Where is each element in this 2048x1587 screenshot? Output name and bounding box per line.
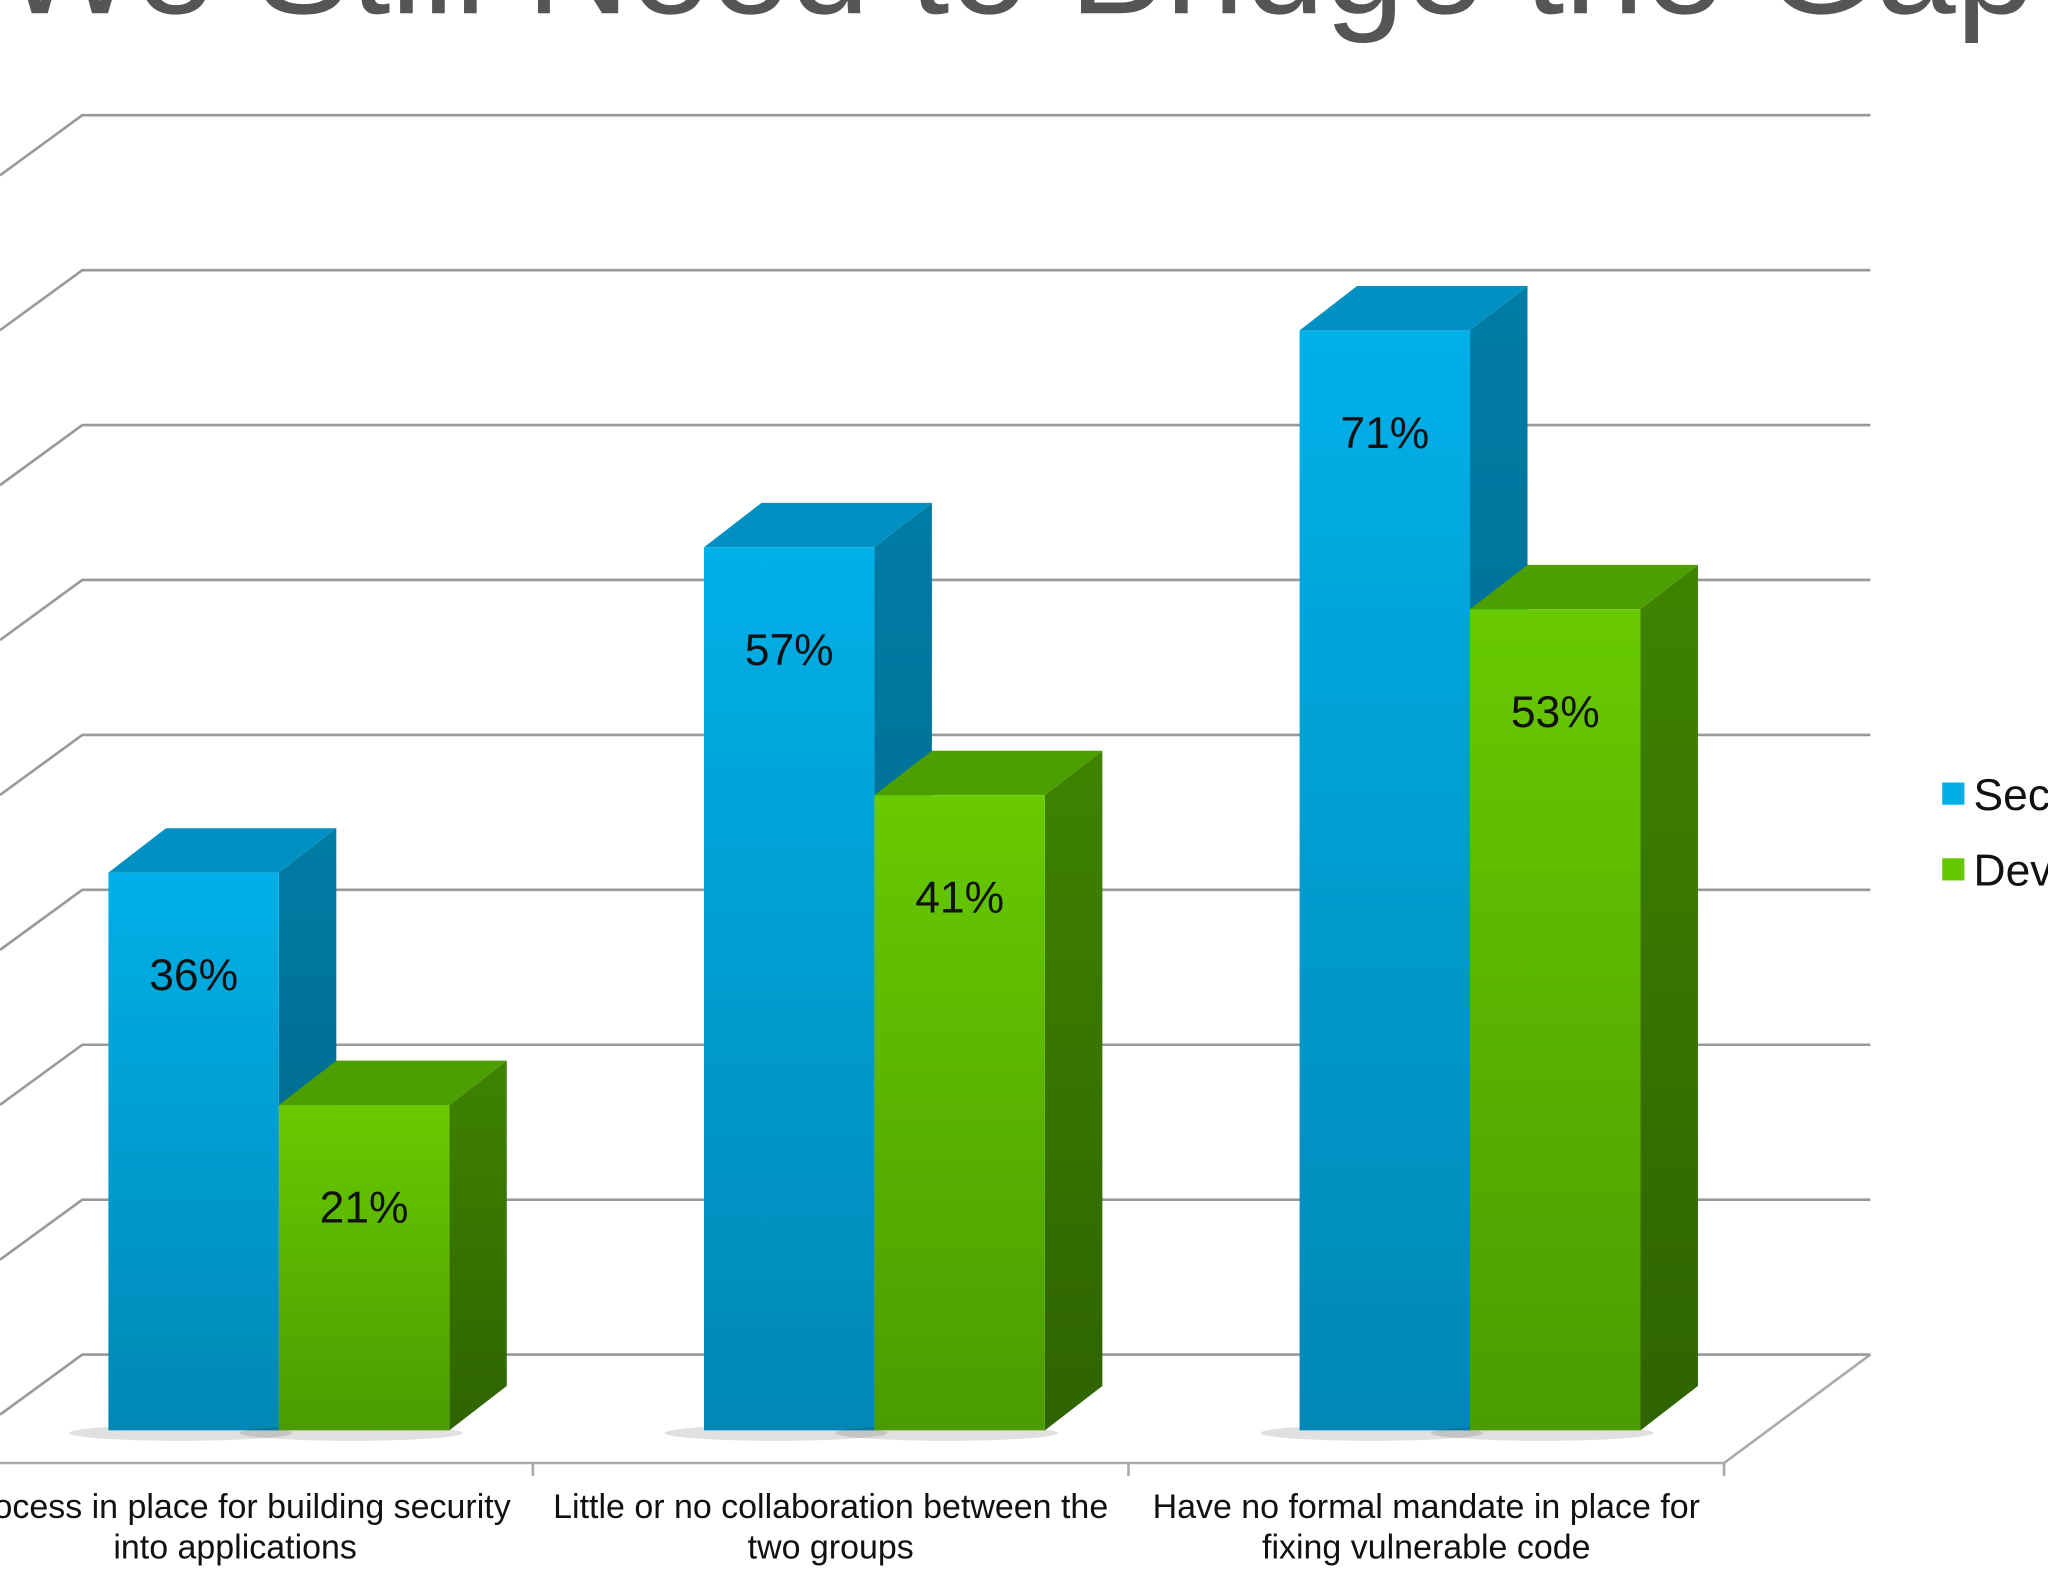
bar-front <box>874 795 1045 1431</box>
grid-line <box>0 1043 1871 1106</box>
bar-front <box>704 547 875 1431</box>
grid-line <box>0 268 1871 332</box>
bar <box>239 1060 507 1441</box>
grid-line <box>0 1353 1871 1416</box>
bar-front <box>1299 330 1471 1431</box>
bar-front <box>1470 609 1641 1431</box>
grid-line <box>0 1198 1871 1261</box>
bar-top <box>1299 286 1528 331</box>
value-label: 21% <box>320 1184 409 1233</box>
legend-swatch <box>1942 858 1965 881</box>
category-label: Process in place for building security i… <box>0 1486 511 1567</box>
value-label: 71% <box>1340 409 1429 458</box>
bar-side <box>1640 564 1698 1431</box>
grid-line <box>0 113 1871 177</box>
bar <box>1430 564 1698 1441</box>
value-label: 53% <box>1511 688 1600 737</box>
grid-line <box>0 423 1871 487</box>
floor-edge <box>1723 1353 1872 1465</box>
bar-top <box>278 1060 507 1106</box>
bar <box>835 750 1103 1441</box>
grid-line <box>0 578 1871 642</box>
category-label: Have no formal mandate in place for fixi… <box>1152 1486 1700 1567</box>
x-tick-label: Little or no collaboration between the t… <box>553 1486 1109 1567</box>
bar-top <box>108 828 337 873</box>
bar-front <box>278 1105 450 1431</box>
category-label: Little or no collaboration between the t… <box>553 1486 1109 1567</box>
bar-top <box>1470 564 1698 610</box>
legend-swatch <box>1942 782 1965 805</box>
bar-side <box>1044 750 1103 1431</box>
grid-line <box>0 888 1871 951</box>
x-tick-label: Have no formal mandate in place for fixi… <box>1152 1486 1700 1567</box>
legend-label: Sec <box>1974 771 2048 820</box>
bar-top <box>704 502 932 548</box>
bar-top <box>874 750 1103 796</box>
bar-front <box>108 872 279 1431</box>
bar-side <box>449 1060 507 1431</box>
x-tick-label: Process in place for building security i… <box>0 1486 511 1567</box>
value-label: 57% <box>745 626 834 675</box>
grid-line <box>0 733 1871 797</box>
value-label: 36% <box>149 951 238 1000</box>
chart-title: We Still Need to Bridge the Gap <box>2 0 2036 44</box>
value-label: 41% <box>915 874 1004 923</box>
legend-label: Dev <box>1974 847 2048 896</box>
